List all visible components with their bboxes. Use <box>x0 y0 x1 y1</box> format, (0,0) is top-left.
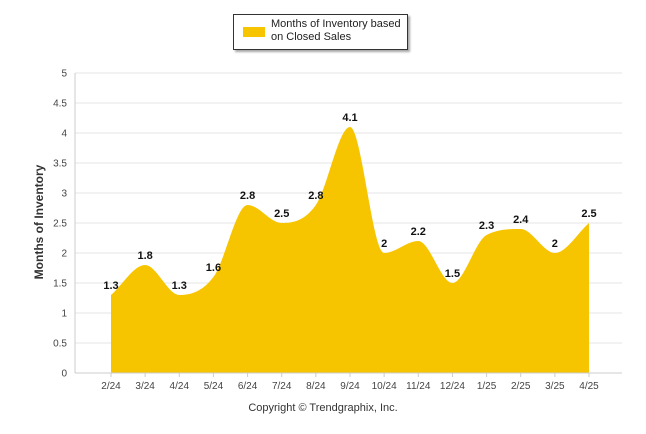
x-tick-label: 8/24 <box>306 381 326 392</box>
copyright-credit: Copyright © Trendgraphix, Inc. <box>248 402 398 414</box>
data-label: 2.5 <box>274 208 289 220</box>
y-axis-title: Months of Inventory <box>32 164 46 279</box>
y-tick-label: 4 <box>61 129 67 140</box>
x-tick-label: 2/25 <box>511 381 531 392</box>
y-tick-label: 2.5 <box>53 219 67 230</box>
y-tick-label: 1.5 <box>53 279 67 290</box>
series-area <box>111 127 589 373</box>
x-tick-label: 3/24 <box>135 381 155 392</box>
y-tick-label: 4.5 <box>53 99 67 110</box>
data-label: 2.8 <box>308 190 323 202</box>
data-label: 2.4 <box>513 214 529 226</box>
data-labels: 1.3 1.8 1.3 1.6 2.8 2.5 2.8 4.1 2 2.2 1.5 2.3 2.4 2 2.… <box>103 112 596 292</box>
data-label: 2.3 <box>479 220 494 232</box>
axes: 0 0.5 1 1.5 2 2.5 3 3.5 4 4.5 5 2/24 3/24 4/24 5/24 6/2… <box>53 69 622 392</box>
data-label: 1.8 <box>137 250 152 262</box>
legend-swatch <box>243 27 265 37</box>
x-tick-label: 6/24 <box>238 381 258 392</box>
data-label: 4.1 <box>342 112 357 124</box>
y-tick-label: 3 <box>61 189 67 200</box>
x-tick-label: 5/24 <box>204 381 224 392</box>
x-tick-label: 3/25 <box>545 381 565 392</box>
x-tick-label: 4/25 <box>579 381 599 392</box>
data-label: 2.5 <box>581 208 596 220</box>
x-tick-label: 11/24 <box>406 381 431 392</box>
x-tick-label: 10/24 <box>372 381 397 392</box>
y-tick-label: 3.5 <box>53 159 67 170</box>
data-label: 1.5 <box>445 268 460 280</box>
y-tick-label: 5 <box>61 69 67 80</box>
x-tick-label: 2/24 <box>101 381 121 392</box>
y-tick-label: 0 <box>61 369 67 380</box>
x-tick-label: 4/24 <box>170 381 190 392</box>
x-tick-label: 12/24 <box>440 381 465 392</box>
data-label: 2 <box>381 238 387 250</box>
data-label: 1.3 <box>103 280 118 292</box>
data-label: 2.8 <box>240 190 255 202</box>
x-tick-label: 7/24 <box>272 381 292 392</box>
series-area-layer <box>111 127 589 373</box>
y-tick-label: 1 <box>61 309 67 320</box>
y-tick-label: 2 <box>61 249 67 260</box>
y-tick-label: 0.5 <box>53 339 67 350</box>
data-label: 1.6 <box>206 262 221 274</box>
legend[interactable]: Months of Inventory based on Closed Sale… <box>233 14 408 50</box>
data-label: 2.2 <box>411 226 426 238</box>
data-label: 2 <box>552 238 558 250</box>
x-tick-label: 9/24 <box>340 381 360 392</box>
data-label: 1.3 <box>172 280 187 292</box>
legend-label: Months of Inventory based on Closed Sale… <box>271 18 401 43</box>
x-tick-label: 1/25 <box>477 381 497 392</box>
